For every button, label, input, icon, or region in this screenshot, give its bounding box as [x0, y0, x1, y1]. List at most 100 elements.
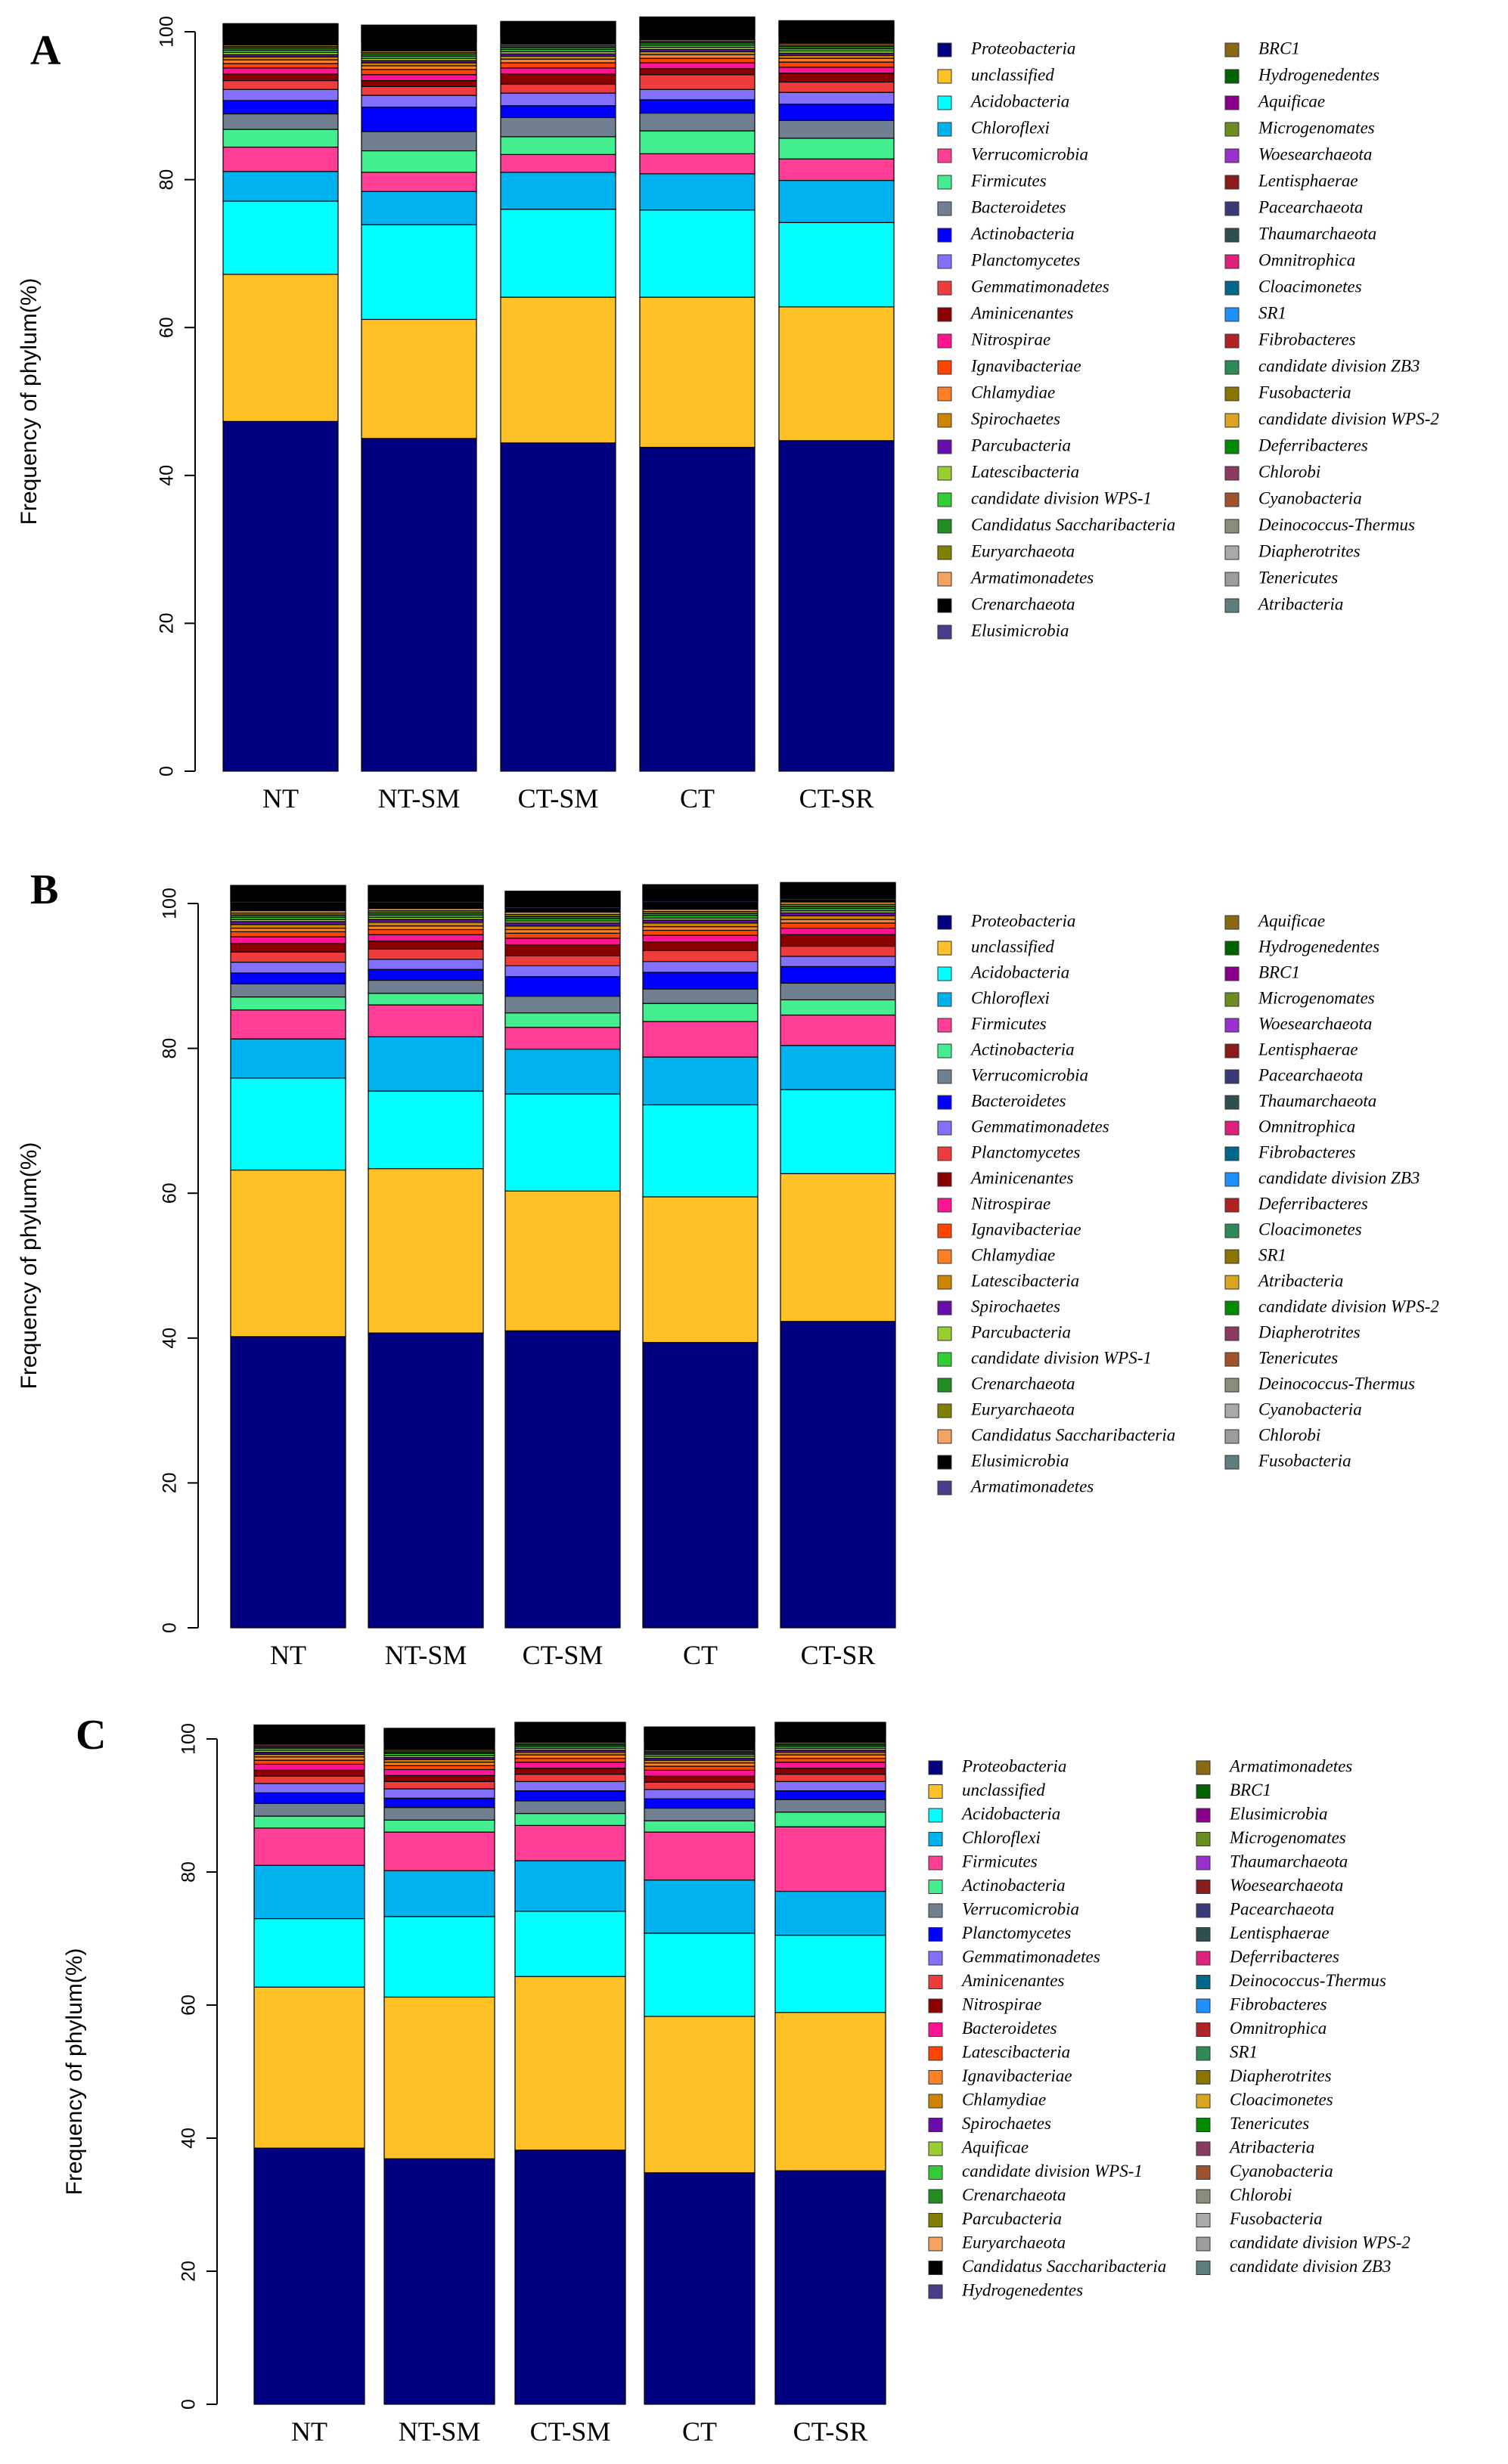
bar-segment: [780, 945, 896, 957]
legend-item: Latescibacteria: [937, 462, 1079, 481]
chart-panel-c: C 0 20 40 60 80 100 Frequency of phylum(%) NT NT-…: [0, 1678, 1508, 2464]
bar-segment: [383, 1870, 495, 1917]
bar-segment: [504, 1012, 621, 1028]
legend-swatch: [937, 466, 952, 481]
legend-swatch: [1224, 519, 1240, 534]
legend-swatch: [937, 1120, 952, 1136]
bar-segment: [639, 57, 756, 64]
bar-segment: [774, 1890, 886, 1936]
legend-label: Microgenomates: [1229, 1828, 1346, 1847]
legend-swatch: [937, 1326, 952, 1341]
bar-segment: [222, 79, 339, 90]
x-tick-label: CT-SR: [801, 1640, 876, 1670]
bar-segment: [383, 1797, 495, 1808]
legend-item: Woesearchaeota: [1224, 1014, 1372, 1033]
x-tick-label: NT-SM: [385, 1640, 467, 1670]
legend-item: Gemmatimonadetes: [937, 277, 1109, 296]
legend-item: Aquificae: [928, 2137, 1029, 2156]
bar-segment: [644, 1765, 756, 1771]
legend-label: Elusimicrobia: [970, 1451, 1069, 1470]
legend-item: candidate division WPS-2: [1224, 1297, 1439, 1316]
legend-item: Chlamydiae: [937, 383, 1055, 401]
legend-swatch: [928, 1880, 943, 1894]
bar-segment: [230, 996, 346, 1011]
legend-item: Armatimonadetes: [937, 1477, 1094, 1495]
bar-segment: [230, 951, 346, 963]
legend-swatch: [1224, 915, 1240, 930]
y-tick-label: 40: [157, 465, 178, 486]
bar-segment: [500, 92, 616, 107]
bar-segment: [514, 1762, 626, 1769]
bar-segment: [642, 961, 759, 973]
legend-label: unclassified: [971, 65, 1054, 84]
legend-swatch: [928, 2046, 943, 2061]
bar-segment: [230, 1169, 346, 1337]
y-tick-label: 80: [157, 169, 178, 191]
legend-label: Microgenomates: [1258, 988, 1375, 1007]
bar-segment: [514, 2149, 626, 2405]
legend-label: Chloroflexi: [971, 988, 1050, 1007]
bar-segment: [642, 929, 759, 936]
bar-segment: [514, 1800, 626, 1815]
y-tick-label: 80: [160, 1038, 181, 1059]
bar-segment: [253, 2147, 365, 2405]
bar-segment: [774, 1826, 886, 1892]
legend-swatch: [928, 2236, 943, 2252]
legend-item: Actinobacteria: [937, 1040, 1075, 1058]
bar-segment: [222, 274, 339, 423]
legend-swatch: [1196, 1975, 1211, 1989]
bar-segment: [230, 1336, 346, 1629]
legend-swatch: [1224, 42, 1240, 57]
bar-segment: [778, 91, 895, 105]
legend-item: Tenericutes: [1196, 2114, 1309, 2133]
legend-label: Ignavibacteriae: [970, 356, 1081, 375]
bar-segment: [500, 116, 616, 138]
legend-label: Woesearchaeota: [1258, 144, 1372, 163]
y-axis-title: Frequency of phylum(%): [62, 1948, 87, 2196]
legend-label: Nitrospirae: [970, 1194, 1050, 1213]
legend-label: candidate division ZB3: [1230, 2257, 1391, 2276]
legend-label: Aquificae: [960, 2137, 1029, 2156]
legend-label: SR1: [1258, 303, 1286, 322]
legend-item: Diapherotrites: [1224, 1322, 1361, 1341]
bar-segment: [504, 1048, 621, 1095]
legend-label: Hydrogenedentes: [1258, 937, 1379, 956]
bar-segment: [222, 200, 339, 275]
bar-segment: [368, 993, 484, 1006]
legend-item: unclassified: [937, 65, 1054, 84]
bar-segment: [222, 420, 339, 772]
bar-segment: [222, 88, 339, 101]
bar-segment: [368, 948, 484, 960]
bar-segment: [253, 1918, 365, 1988]
bar-segment: [383, 1774, 495, 1782]
legend-item: Firmicutes: [937, 171, 1047, 190]
x-tick-label: NT-SM: [399, 2416, 481, 2447]
legend-label: Gemmatimonadetes: [962, 1947, 1100, 1966]
bar-segment: [644, 1762, 756, 1767]
y-tick-label: 20: [160, 1472, 181, 1493]
legend-item: Deferribacteres: [1224, 1194, 1368, 1213]
y-tick-label: 100: [160, 888, 181, 919]
legend-swatch: [1224, 413, 1240, 428]
bar-segment: [774, 1790, 886, 1800]
bar-segment: [642, 1104, 759, 1198]
legend-item: Lentisphaerae: [1196, 1923, 1330, 1942]
legend-label: Deinococcus-Thermus: [1258, 1374, 1415, 1393]
legend-item: Gemmatimonadetes: [928, 1947, 1100, 1966]
bar-segment: [780, 919, 896, 924]
legend-item: Deinococcus-Thermus: [1224, 515, 1415, 534]
bar-segment: [368, 928, 484, 935]
legend-label: Elusimicrobia: [1229, 1804, 1327, 1823]
legend-label: candidate division WPS-2: [1230, 2233, 1410, 2252]
legend-label: Atribacteria: [1257, 1271, 1343, 1290]
legend-swatch: [1224, 360, 1240, 375]
bar-segment: [500, 136, 616, 155]
legend-swatch: [1224, 1326, 1240, 1341]
bar-segment: [361, 79, 477, 87]
bar-segment: [514, 1768, 626, 1775]
legend-label: Euryarchaeota: [970, 541, 1075, 560]
legend-label: Latescibacteria: [961, 2042, 1070, 2061]
bar-segment: [361, 318, 477, 439]
legend-swatch: [1224, 1120, 1240, 1136]
bar-segment: [644, 1932, 756, 2017]
